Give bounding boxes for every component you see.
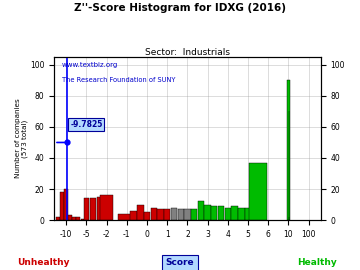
Text: www.textbiz.org: www.textbiz.org [62,62,118,68]
Bar [60,192,64,220]
Bar [100,195,113,220]
Bar [157,209,164,220]
Bar [218,206,224,220]
Bar [177,209,184,220]
Text: Score: Score [166,258,194,267]
Bar [184,209,190,220]
Bar [84,198,89,220]
Bar [204,205,211,220]
Bar [68,215,72,220]
Bar [97,197,103,220]
Text: The Research Foundation of SUNY: The Research Foundation of SUNY [62,77,176,83]
Bar [64,189,68,220]
Bar [118,214,136,220]
Bar [72,217,76,220]
Bar [81,218,84,220]
Bar [56,217,60,220]
Bar [198,201,204,220]
Bar [287,80,290,220]
Bar [245,208,251,220]
Bar [164,209,170,220]
Title: Sector:  Industrials: Sector: Industrials [145,48,230,57]
Bar [225,208,231,220]
Text: -9.7825: -9.7825 [70,120,103,129]
Bar [249,163,267,220]
Bar [231,206,238,220]
Bar [137,205,144,220]
Text: Unhealthy: Unhealthy [17,258,69,267]
Bar [144,212,150,220]
Text: Healthy: Healthy [297,258,337,267]
Bar [191,209,197,220]
Bar [211,206,217,220]
Y-axis label: Number of companies
(573 total): Number of companies (573 total) [15,99,28,178]
Bar [90,198,96,220]
Bar [150,208,157,220]
Bar [171,208,177,220]
Text: Z''-Score Histogram for IDXG (2016): Z''-Score Histogram for IDXG (2016) [74,3,286,13]
Bar [76,217,80,220]
Bar [130,211,137,220]
Bar [238,208,244,220]
